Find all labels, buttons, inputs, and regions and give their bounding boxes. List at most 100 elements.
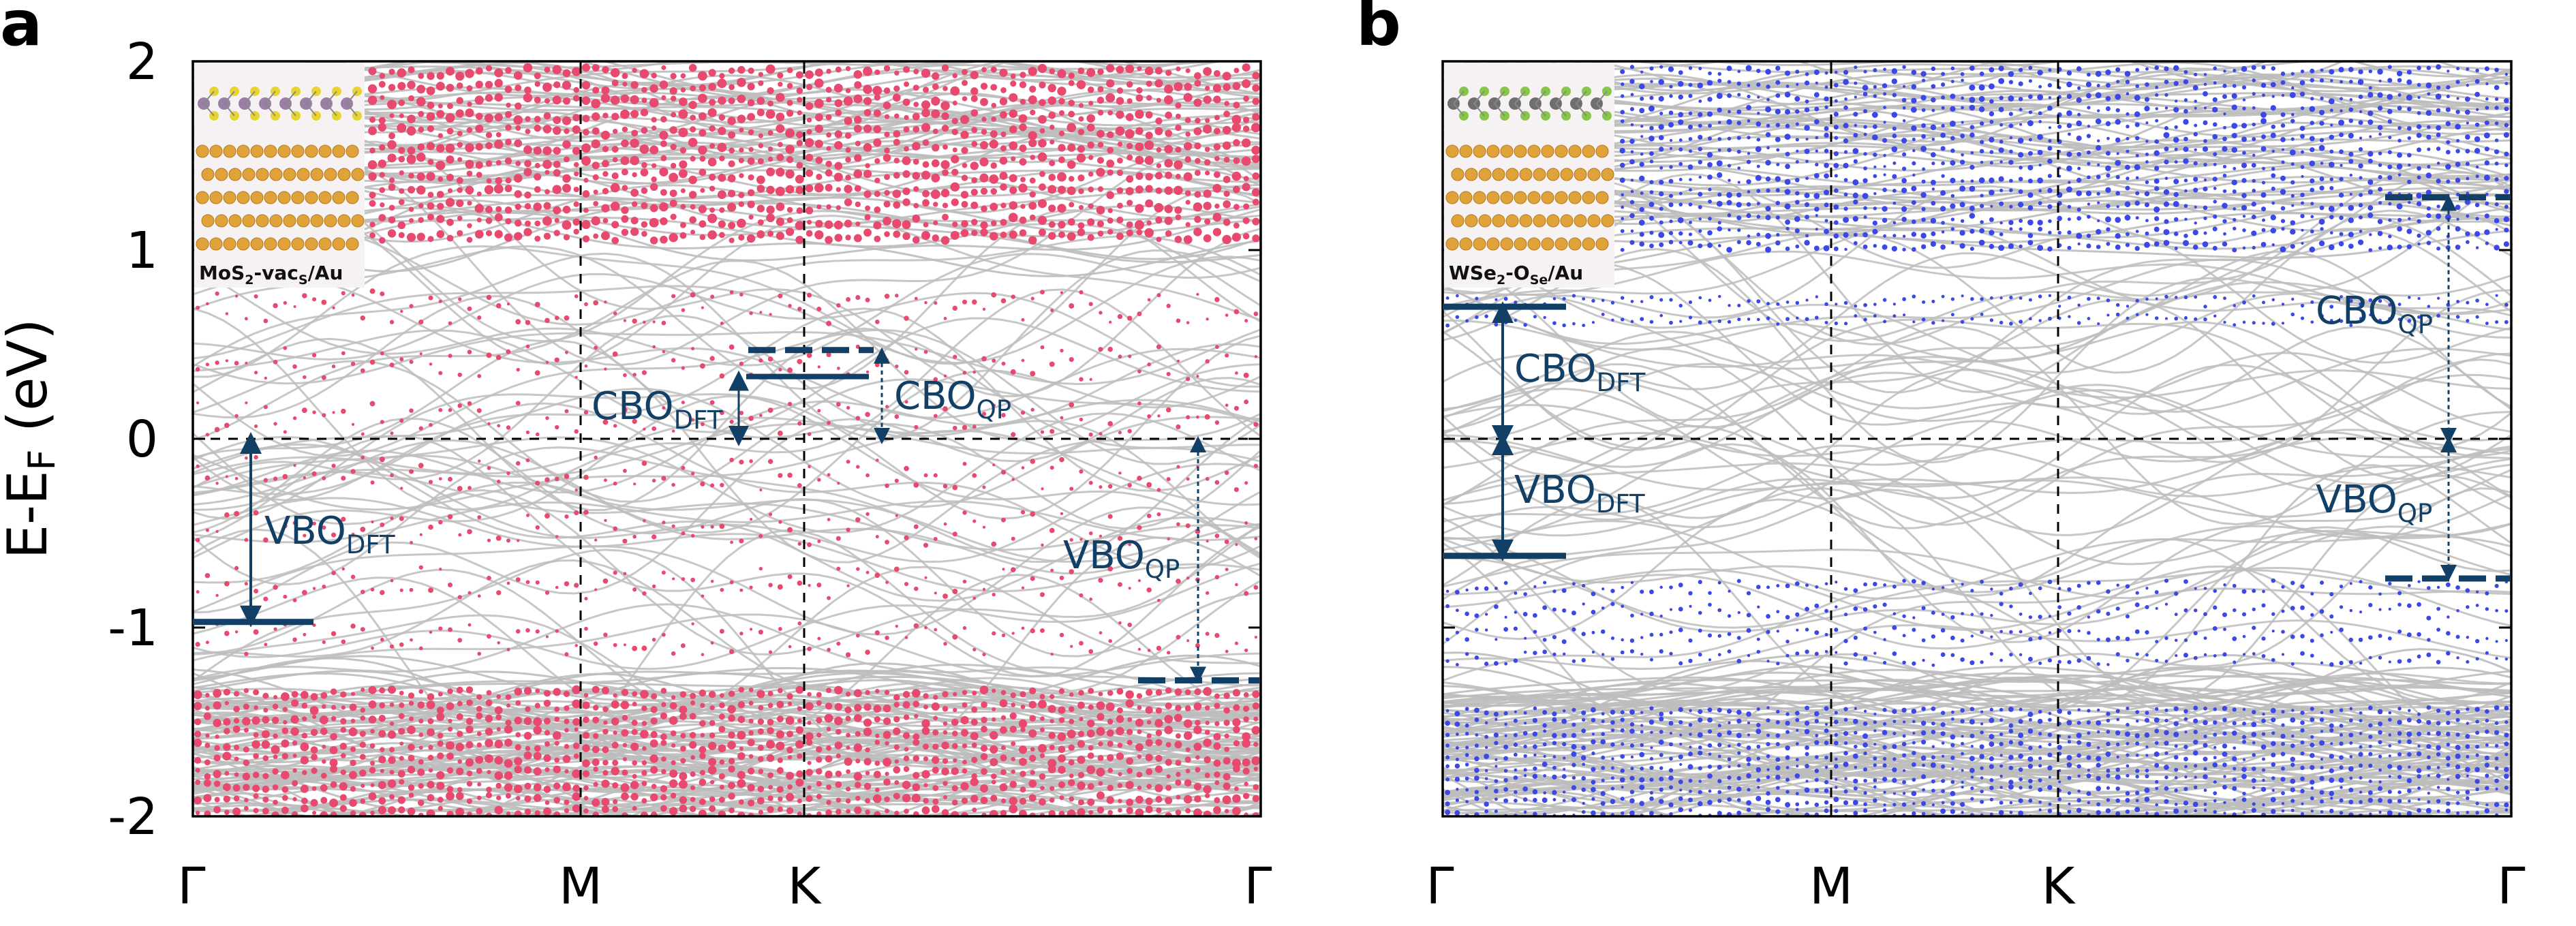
weight-dot bbox=[932, 729, 939, 736]
weight-dot bbox=[1195, 157, 1201, 164]
weight-dot bbox=[1155, 707, 1163, 714]
weight-dot bbox=[1678, 147, 1683, 152]
weight-dot bbox=[747, 82, 755, 91]
weight-dot bbox=[1659, 766, 1663, 771]
weight-dot bbox=[1601, 778, 1605, 782]
weight-dot bbox=[652, 320, 656, 324]
weight-dot bbox=[524, 159, 532, 168]
weight-dot bbox=[1785, 712, 1790, 716]
weight-dot bbox=[807, 542, 812, 547]
weight-dot bbox=[961, 220, 968, 228]
weight-dot bbox=[1649, 632, 1654, 637]
weight-dot bbox=[1475, 586, 1479, 591]
weight-dot bbox=[1212, 84, 1221, 93]
weight-dot bbox=[1155, 729, 1163, 737]
weight-dot bbox=[845, 65, 851, 72]
weight-dot bbox=[1961, 735, 1964, 738]
weight-dot bbox=[1563, 790, 1566, 794]
weight-dot bbox=[1098, 741, 1103, 747]
weight-dot bbox=[766, 205, 775, 215]
weight-dot bbox=[1503, 711, 1508, 715]
weight-dot bbox=[709, 400, 715, 405]
weight-dot bbox=[1118, 472, 1122, 475]
weight-dot bbox=[1873, 798, 1877, 803]
weight-dot bbox=[400, 487, 403, 490]
weight-dot bbox=[1931, 755, 1935, 760]
weight-dot bbox=[1891, 68, 1898, 74]
weight-dot bbox=[525, 344, 530, 349]
gold-atom bbox=[236, 237, 250, 251]
weight-dot bbox=[1252, 113, 1260, 121]
weight-dot bbox=[478, 459, 481, 463]
weight-dot bbox=[708, 690, 716, 698]
weight-dot bbox=[1157, 414, 1161, 418]
weight-dot bbox=[1960, 72, 1965, 76]
band-line bbox=[193, 691, 1261, 750]
x-tick-label-gamma-right: Γ bbox=[2497, 857, 2525, 916]
weight-dot bbox=[952, 730, 958, 737]
weight-dot bbox=[545, 635, 549, 638]
weight-dot bbox=[1224, 101, 1229, 106]
weight-dot bbox=[564, 769, 569, 774]
weight-dot bbox=[1970, 179, 1974, 183]
weight-dot bbox=[505, 218, 512, 225]
weight-dot bbox=[593, 300, 599, 306]
weight-dot bbox=[1060, 416, 1064, 420]
weight-dot bbox=[873, 221, 882, 230]
weight-dot bbox=[767, 156, 773, 162]
weight-dot bbox=[446, 127, 454, 135]
weight-dot bbox=[1804, 240, 1810, 246]
weight-dot bbox=[1853, 778, 1858, 784]
weight-dot bbox=[688, 63, 697, 72]
band-line bbox=[1443, 61, 2346, 86]
weight-dot bbox=[495, 206, 502, 213]
weight-dot bbox=[1611, 766, 1614, 770]
weight-dot bbox=[737, 779, 746, 788]
weight-dot bbox=[1873, 94, 1877, 98]
gold-atom bbox=[269, 214, 283, 228]
weight-dot bbox=[1941, 174, 1945, 178]
weight-dot bbox=[1058, 97, 1065, 105]
weight-dot bbox=[398, 199, 405, 205]
weight-dot bbox=[854, 806, 862, 814]
weight-dot bbox=[399, 642, 404, 647]
weight-dot bbox=[970, 109, 979, 117]
weight-dot bbox=[729, 807, 735, 814]
weight-dot bbox=[1668, 122, 1674, 128]
weight-dot bbox=[1892, 93, 1897, 97]
weight-dot bbox=[1950, 227, 1955, 231]
weight-dot bbox=[1668, 721, 1674, 726]
weight-dot bbox=[1145, 706, 1153, 714]
weight-dot bbox=[795, 726, 803, 735]
weight-dot bbox=[1698, 611, 1702, 615]
weight-dot bbox=[1135, 127, 1144, 135]
weight-dot bbox=[1766, 706, 1770, 709]
weight-dot bbox=[1078, 103, 1084, 108]
weight-dot bbox=[273, 359, 278, 365]
weight-dot bbox=[951, 118, 958, 125]
weight-dot bbox=[1242, 125, 1250, 132]
weight-dot bbox=[1089, 598, 1093, 601]
weight-dot bbox=[1755, 121, 1762, 127]
weight-dot bbox=[1950, 653, 1955, 658]
band-line bbox=[1443, 717, 2511, 755]
weight-dot bbox=[1920, 145, 1927, 152]
weight-dot bbox=[1485, 613, 1488, 616]
weight-dot bbox=[1030, 770, 1035, 775]
weight-dot bbox=[1242, 232, 1250, 240]
weight-dot bbox=[846, 459, 850, 464]
weight-dot bbox=[1047, 232, 1056, 240]
weight-dot bbox=[1514, 768, 1518, 772]
weight-dot bbox=[1020, 204, 1026, 209]
weight-dot bbox=[1484, 801, 1489, 807]
weight-dot bbox=[290, 727, 299, 736]
weight-dot bbox=[1960, 219, 1965, 223]
weight-dot bbox=[1727, 80, 1732, 84]
weight-dot bbox=[1000, 231, 1007, 238]
weight-dot bbox=[961, 174, 968, 181]
weight-dot bbox=[408, 743, 415, 751]
weight-dot bbox=[1040, 345, 1045, 350]
weight-dot bbox=[1989, 161, 1993, 165]
weight-dot bbox=[1630, 123, 1634, 127]
weight-dot bbox=[943, 317, 947, 320]
